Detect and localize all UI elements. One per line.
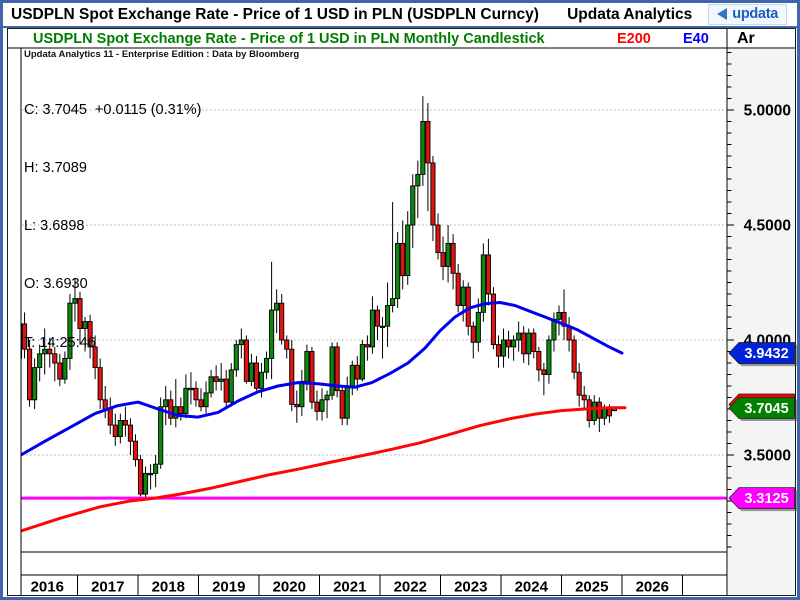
high-line: H: 3.7089 <box>24 160 87 177</box>
credit-line: Updata Analytics 11 - Enterprise Edition… <box>24 49 300 60</box>
ar-label: Ar <box>737 30 755 47</box>
plot-borders <box>8 29 795 595</box>
app-name: Updata Analytics <box>567 5 693 23</box>
svg-text:2024: 2024 <box>515 579 549 596</box>
titlebar: USDPLN Spot Exchange Rate - Price of 1 U… <box>3 3 797 26</box>
E200-moving-average <box>21 406 627 533</box>
e40-legend-label: E40 <box>683 31 709 47</box>
svg-text:2016: 2016 <box>31 579 64 596</box>
time-line: T: 14:25:46 <box>24 334 96 351</box>
svg-text:2019: 2019 <box>212 579 245 596</box>
svg-text:2017: 2017 <box>91 579 124 596</box>
e40-price-tag: 3.9432 <box>728 342 797 367</box>
x-axis-years: 2016 2017 2018 2019 2020 2021 2022 2023 2024 2025… <box>31 575 683 596</box>
titlebar-separator <box>3 26 797 28</box>
svg-text:2021: 2021 <box>333 579 366 596</box>
updata-logo-button[interactable]: updata <box>708 4 787 25</box>
open-line: O: 3.6930 <box>24 276 88 293</box>
svg-text:2020: 2020 <box>273 579 306 596</box>
low-line: L: 3.6898 <box>24 218 85 235</box>
svg-text:3.7045: 3.7045 <box>744 401 788 417</box>
last-price-tag: 3.7045 <box>728 393 797 421</box>
svg-text:5.0000: 5.0000 <box>744 103 791 120</box>
updata-logo-text: updata <box>732 6 778 22</box>
svg-text:4.5000: 4.5000 <box>744 218 791 235</box>
svg-text:2018: 2018 <box>152 579 185 596</box>
svg-text:3.3125: 3.3125 <box>744 491 788 507</box>
svg-text:2022: 2022 <box>394 579 427 596</box>
price-tags: 3.9432 3.7045 3.3125 <box>728 342 797 512</box>
support-price-tag: 3.3125 <box>728 487 797 512</box>
window-title: USDPLN Spot Exchange Rate - Price of 1 U… <box>11 5 539 23</box>
svg-text:2026: 2026 <box>636 579 669 596</box>
close-line: C: 3.7045 +0.0115 (0.31%) <box>24 101 202 118</box>
updata-arrow-icon <box>717 8 728 20</box>
svg-text:2025: 2025 <box>575 579 608 596</box>
svg-text:2023: 2023 <box>454 579 487 596</box>
e200-legend-label: E200 <box>617 31 651 47</box>
chart-title: USDPLN Spot Exchange Rate - Price of 1 U… <box>33 31 545 47</box>
E40-moving-average <box>21 301 624 457</box>
svg-text:3.9432: 3.9432 <box>744 346 788 362</box>
svg-text:3.5000: 3.5000 <box>744 448 791 465</box>
quote-info-block: C: 3.7045 +0.0115 (0.31%) H: 3.7089 L: 3… <box>24 62 201 392</box>
y-axis-ticks <box>727 52 734 548</box>
